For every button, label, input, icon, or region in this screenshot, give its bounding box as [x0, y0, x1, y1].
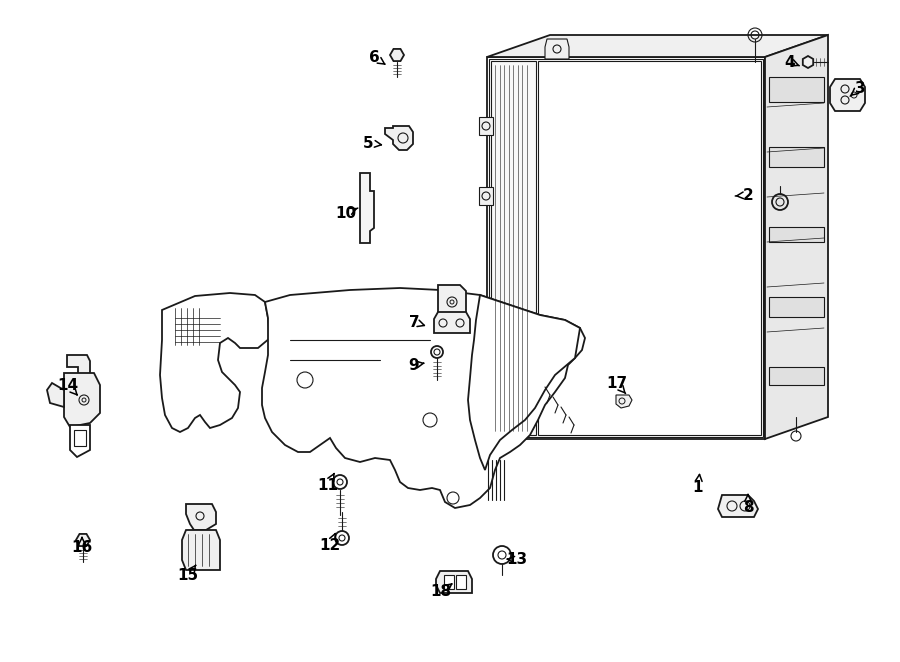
Polygon shape	[67, 355, 90, 377]
Bar	[769, 147, 824, 167]
Bar	[538, 61, 761, 435]
Text: 13: 13	[507, 553, 527, 567]
Polygon shape	[64, 373, 100, 427]
Polygon shape	[436, 571, 472, 593]
Text: 14: 14	[58, 377, 78, 393]
Polygon shape	[616, 395, 632, 408]
Text: 2: 2	[742, 187, 753, 203]
Text: 16: 16	[71, 540, 93, 555]
Polygon shape	[830, 79, 865, 111]
Polygon shape	[262, 288, 585, 508]
Polygon shape	[545, 39, 569, 59]
Text: 4: 4	[785, 54, 796, 70]
Text: 3: 3	[855, 81, 865, 95]
Text: 10: 10	[336, 205, 356, 220]
Polygon shape	[360, 173, 374, 243]
Polygon shape	[765, 35, 828, 439]
Bar	[769, 367, 824, 385]
Polygon shape	[487, 35, 828, 57]
Polygon shape	[468, 295, 580, 470]
Polygon shape	[47, 383, 64, 407]
Polygon shape	[385, 126, 413, 150]
Polygon shape	[487, 57, 765, 439]
Polygon shape	[160, 293, 270, 432]
Text: 5: 5	[363, 136, 374, 150]
Bar	[491, 61, 536, 435]
Polygon shape	[182, 530, 220, 570]
Polygon shape	[803, 56, 814, 68]
Bar	[444, 575, 454, 589]
Text: 7: 7	[409, 314, 419, 330]
Bar	[769, 227, 824, 242]
Text: 18: 18	[430, 585, 452, 600]
Polygon shape	[76, 534, 90, 546]
Text: 12: 12	[320, 538, 340, 553]
Text: 17: 17	[607, 377, 627, 391]
Bar	[769, 297, 824, 317]
Text: 11: 11	[318, 477, 338, 493]
Text: 1: 1	[693, 481, 703, 495]
Polygon shape	[186, 504, 216, 530]
Text: 6: 6	[369, 50, 380, 64]
Bar	[456, 575, 466, 589]
Bar	[74, 430, 86, 446]
Polygon shape	[390, 49, 404, 61]
Bar	[769, 77, 824, 102]
Text: 8: 8	[742, 500, 753, 516]
Polygon shape	[434, 312, 470, 333]
Polygon shape	[438, 285, 466, 319]
Bar	[489, 59, 763, 437]
Polygon shape	[718, 495, 758, 517]
Bar	[479, 187, 493, 205]
Text: 9: 9	[409, 357, 419, 373]
Polygon shape	[70, 425, 90, 457]
Bar	[479, 117, 493, 135]
Text: 15: 15	[177, 569, 199, 583]
